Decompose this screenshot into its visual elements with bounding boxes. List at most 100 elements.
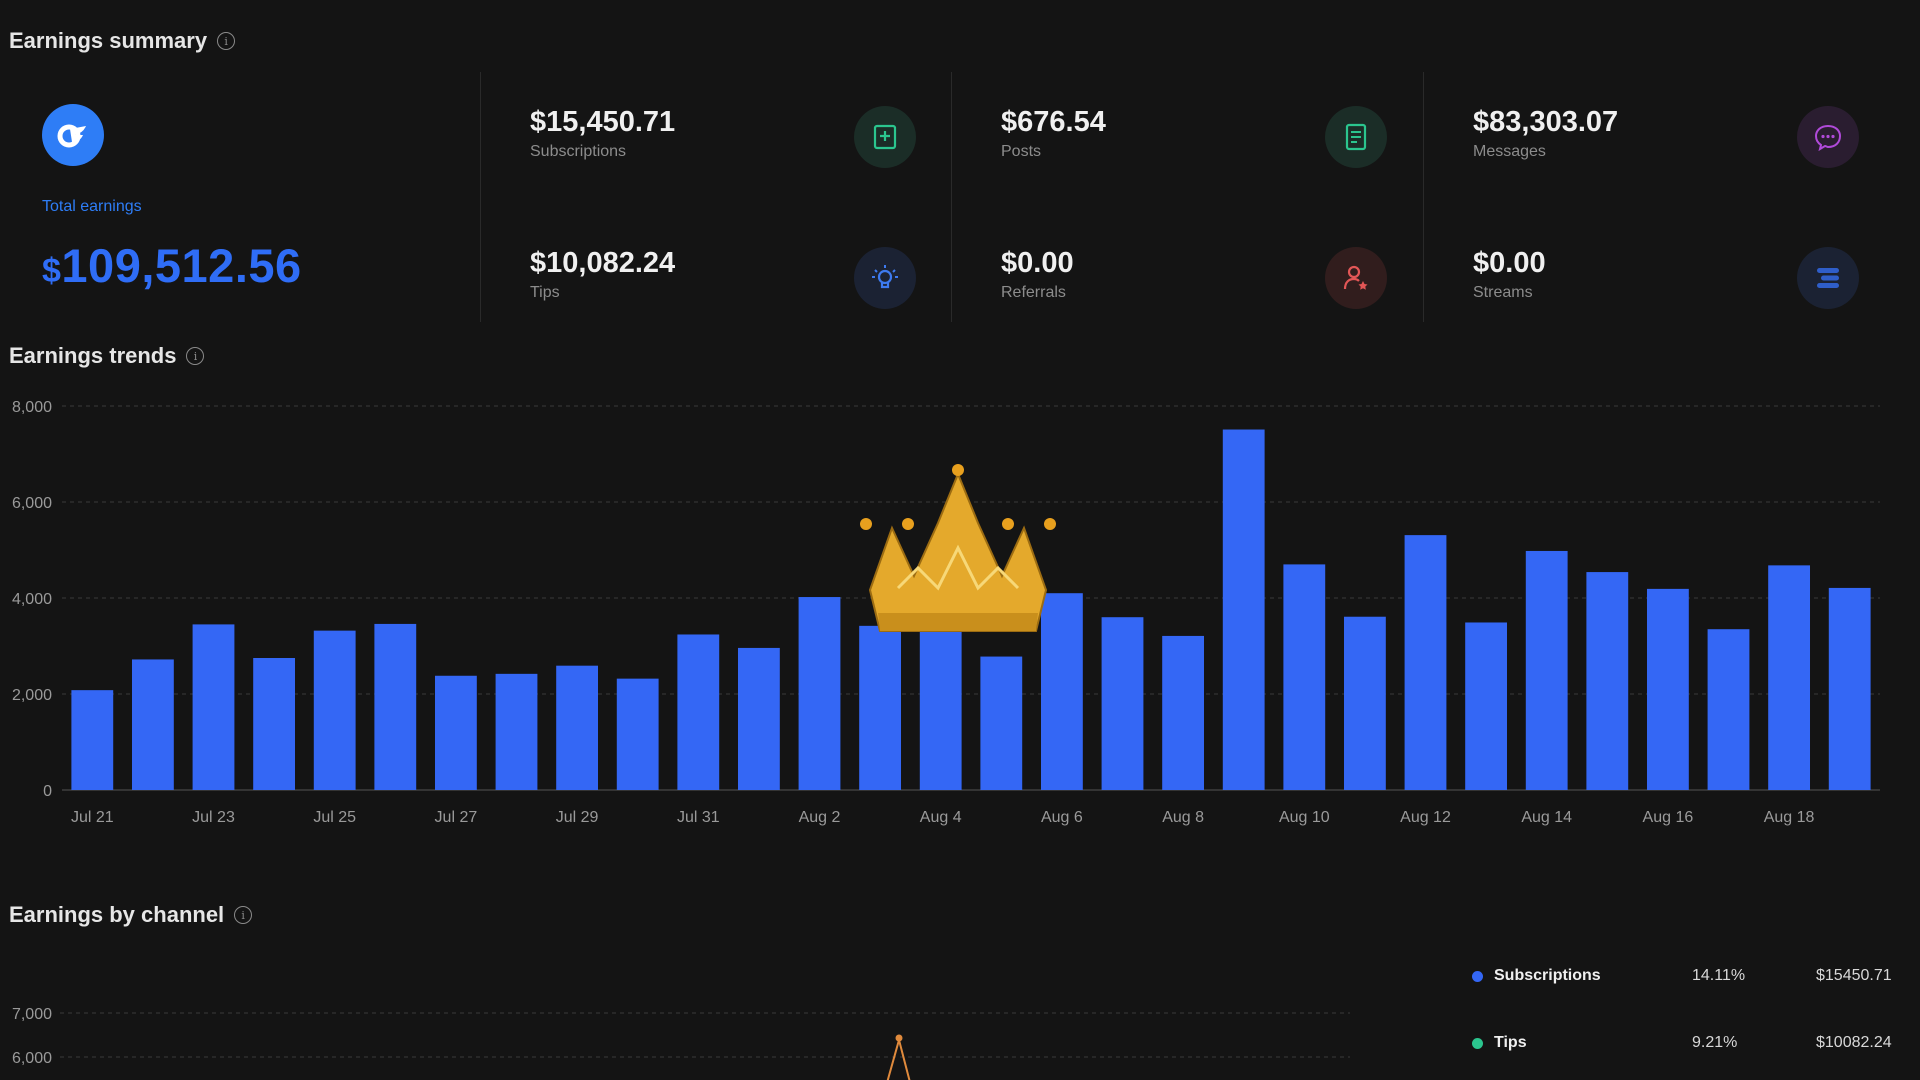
x-tick-label: Aug 8 (1162, 809, 1204, 826)
bar[interactable] (1222, 429, 1265, 790)
tips-icon (854, 247, 916, 309)
legend-dot (1472, 970, 1483, 982)
onlyfans-logo-icon (42, 104, 104, 166)
earnings-trends-heading: Earnings trends (9, 343, 177, 368)
crown-decoration (860, 464, 1056, 632)
metric-referrals[interactable]: $0.00 Referrals (1001, 247, 1387, 327)
bar[interactable] (1101, 617, 1144, 790)
bar[interactable] (71, 690, 114, 790)
x-tick-label: Aug 18 (1764, 809, 1815, 826)
bar[interactable] (374, 623, 417, 790)
total-earnings-label: Total earnings (42, 198, 142, 215)
x-tick-label: Jul 25 (313, 809, 356, 826)
posts-icon (1325, 106, 1387, 168)
metric-tips[interactable]: $10,082.24 Tips (530, 247, 916, 327)
legend-dot (1472, 1037, 1483, 1049)
bar[interactable] (1283, 564, 1326, 790)
bar[interactable] (1646, 588, 1689, 790)
metric-label: Streams (1473, 284, 1533, 301)
x-tick-label: Jul 29 (556, 809, 599, 826)
y-tick-label: 0 (43, 783, 52, 800)
metric-value: $15,450.71 (530, 106, 676, 138)
bar[interactable] (313, 630, 356, 790)
x-tick-label: Aug 12 (1400, 809, 1451, 826)
x-tick-label: Aug 10 (1279, 809, 1330, 826)
bar[interactable] (1586, 572, 1629, 790)
data-point (895, 1034, 903, 1042)
bar[interactable] (980, 656, 1023, 790)
info-icon[interactable]: i (234, 906, 253, 924)
earnings-trends-chart: 0 2,000 4,000 6,000 8,000 Jul 21 Jul 23 Jul 25… (12, 399, 1880, 826)
earnings-summary-title: Earnings summary i (9, 28, 236, 54)
metric-value: $83,303.07 (1473, 106, 1619, 138)
x-tick-label: Aug 16 (1643, 809, 1694, 826)
summary-divider (951, 72, 952, 322)
info-icon[interactable]: i (186, 347, 205, 365)
bar[interactable] (1828, 587, 1871, 790)
bar[interactable] (1525, 550, 1568, 790)
x-tick-label: Jul 23 (192, 809, 235, 826)
metric-value: $0.00 (1473, 247, 1546, 279)
bar[interactable] (859, 625, 902, 790)
bar[interactable] (1465, 622, 1508, 790)
metric-posts[interactable]: $676.54 Posts (1001, 106, 1387, 186)
total-earnings-value: $109,512.56 (42, 238, 302, 293)
metric-messages[interactable]: $83,303.07 Messages (1473, 106, 1859, 186)
legend-name: Subscriptions (1494, 967, 1601, 984)
x-tick-label: Aug 6 (1041, 809, 1083, 826)
series-line (886, 1036, 911, 1080)
y-tick-label: 7,000 (12, 1006, 52, 1023)
bar[interactable] (1162, 635, 1205, 790)
legend-amount: $15450.71 (1816, 967, 1892, 984)
legend-percent: 14.11% (1692, 967, 1746, 984)
earnings-trends-title: Earnings trends i (9, 343, 205, 369)
streams-icon (1797, 247, 1859, 309)
metric-label: Tips (530, 284, 560, 301)
x-tick-label: Aug 4 (920, 809, 962, 826)
legend-amount: $10082.24 (1816, 1034, 1892, 1051)
legend-item-tips[interactable]: Tips 9.21% $10082.24 (1472, 1031, 1892, 1055)
bar[interactable] (1040, 593, 1083, 790)
y-tick-label: 4,000 (12, 591, 52, 608)
referrals-icon (1325, 247, 1387, 309)
bar[interactable] (737, 647, 780, 790)
legend-name: Tips (1494, 1034, 1527, 1051)
bar[interactable] (677, 634, 720, 790)
total-earnings-currency: $ (42, 252, 62, 290)
summary-divider (480, 72, 481, 322)
bar[interactable] (1768, 565, 1811, 790)
bar[interactable] (253, 658, 296, 790)
metric-label: Posts (1001, 143, 1042, 160)
info-icon[interactable]: i (217, 32, 236, 50)
bar[interactable] (919, 617, 962, 790)
x-tick-label: Jul 27 (435, 809, 478, 826)
bar[interactable] (798, 597, 841, 790)
earnings-summary-panel: Total earnings $109,512.56 $15,450.71 Su… (0, 72, 1920, 322)
bar[interactable] (1343, 616, 1386, 790)
bar[interactable] (192, 624, 235, 790)
bar[interactable] (1404, 535, 1447, 790)
x-tick-label: Aug 2 (799, 809, 841, 826)
total-earnings-block: Total earnings $109,512.56 (42, 104, 302, 293)
y-tick-label: 6,000 (12, 1050, 52, 1067)
metric-streams[interactable]: $0.00 Streams (1473, 247, 1859, 327)
y-tick-label: 2,000 (12, 687, 52, 704)
metric-label: Referrals (1001, 284, 1066, 301)
metric-subscriptions[interactable]: $15,450.71 Subscriptions (530, 106, 916, 186)
bar[interactable] (131, 659, 174, 790)
metric-label: Messages (1473, 143, 1546, 160)
legend-percent: 9.21% (1692, 1034, 1738, 1051)
metric-value: $0.00 (1001, 247, 1074, 279)
legend-item-subscriptions[interactable]: Subscriptions 14.11% $15450.71 (1472, 964, 1892, 988)
bar[interactable] (616, 678, 659, 790)
bar[interactable] (495, 673, 538, 790)
x-tick-label: Aug 14 (1521, 809, 1572, 826)
bar[interactable] (556, 665, 599, 790)
earnings-by-channel-title: Earnings by channel i (9, 902, 253, 928)
bar[interactable] (434, 675, 477, 790)
x-tick-label: Jul 31 (677, 809, 720, 826)
total-earnings-amount: 109,512.56 (61, 239, 302, 292)
bar[interactable] (1707, 629, 1750, 790)
metric-label: Subscriptions (530, 143, 627, 160)
earnings-by-channel-heading: Earnings by channel (9, 902, 225, 927)
